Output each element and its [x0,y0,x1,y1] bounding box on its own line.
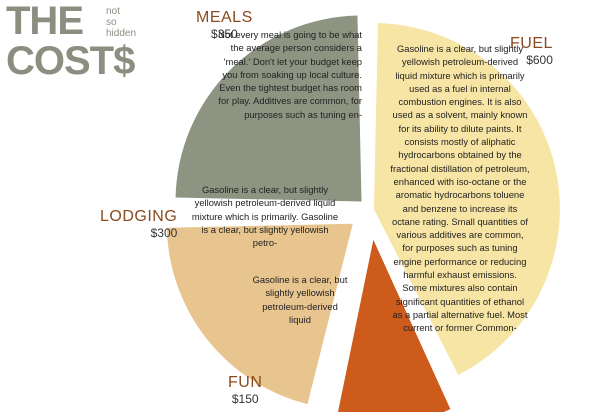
label-fuel-name: FUEL [510,35,553,52]
title-line-costs: COST$ [6,39,135,83]
title-line-the: THE [6,0,84,43]
label-lodging-amount: $300 [150,226,178,240]
label-fuel-amount: $600 [526,53,553,67]
label-lodging-name: LODGING [100,208,178,225]
meals-text: Not every meal is going to be what the a… [218,29,362,120]
label-fun: FUN $150 [228,374,262,406]
title-word-so: so [106,17,117,28]
pie-slice-meals [175,15,362,202]
title-word-not: not [106,6,120,17]
label-meals-name: MEALS [196,9,253,26]
label-fun-amount: $150 [231,392,259,406]
label-fuel: FUEL $600 [510,35,553,67]
label-lodging: LODGING $300 [100,208,177,240]
lodging-text: Gasoline is a clear, but slightly yellow… [191,184,339,249]
chart-title: THE not so hidden COST$ [6,0,136,83]
label-fun-name: FUN [228,374,263,391]
title-subtitle: not so hidden [106,6,136,39]
pie-slice-lodging [166,223,353,405]
pie-slice-fuel [373,23,560,375]
fuel-text: Gasoline is a clear, but slightly yellow… [390,43,530,334]
label-meals: MEALS $350 [196,9,253,41]
label-meals-amount: $350 [211,27,238,41]
fun-text: Gasoline is a clear, but slightly yellow… [252,274,348,325]
pie-slice-fun [337,239,451,412]
title-word-hidden: hidden [106,28,137,39]
